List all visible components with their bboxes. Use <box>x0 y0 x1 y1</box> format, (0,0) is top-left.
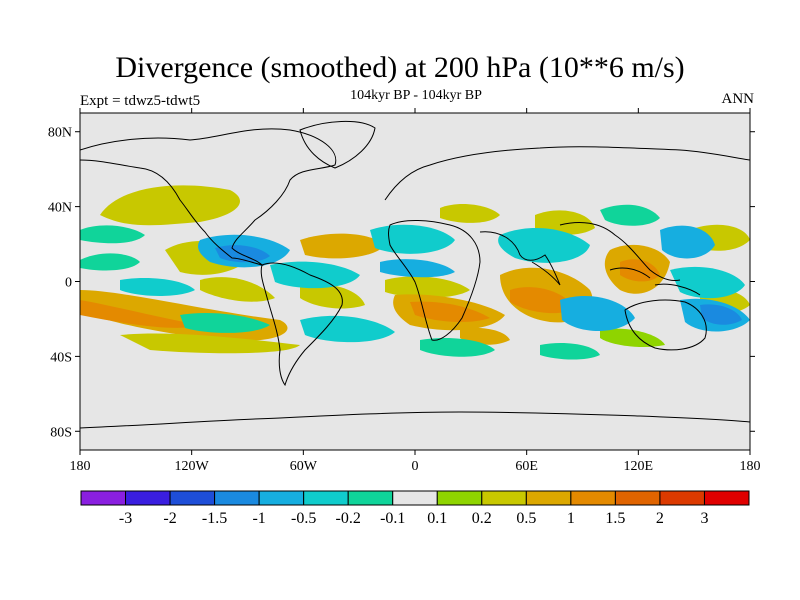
divergence-area <box>180 313 270 333</box>
colorbar-swatch <box>614 490 661 506</box>
map-title: Divergence (smoothed) at 200 hPa (10**6 … <box>115 51 685 84</box>
colorbar-swatch <box>525 490 572 506</box>
divergence-area <box>535 210 595 235</box>
colorbar-swatch <box>570 490 616 506</box>
divergence-area <box>620 259 660 282</box>
colorbar-label: -0.5 <box>291 510 316 527</box>
divergence-area <box>510 287 575 314</box>
divergence-area <box>120 278 195 296</box>
coastline-southeast-asia <box>559 222 681 281</box>
colorbar-swatch <box>659 490 705 506</box>
colorbar-swatch <box>703 490 750 506</box>
divergence-area <box>440 204 500 223</box>
divergence-area <box>420 338 495 357</box>
colorbar-label: 1.5 <box>605 510 625 527</box>
divergence-area <box>120 333 300 354</box>
divergence-area <box>100 185 240 226</box>
divergence-area <box>300 283 365 309</box>
divergence-area <box>385 276 470 298</box>
divergence-area <box>670 266 745 299</box>
latitude-axis: 80N 40N 0 40S 80S <box>48 126 755 440</box>
coastline-indonesia <box>609 267 701 296</box>
longitude-axis: 180 120W 60W 0 60E 120E 180 <box>70 108 761 474</box>
coastline-greenland <box>299 120 376 169</box>
coastlines <box>80 120 750 429</box>
divergence-area <box>215 245 270 263</box>
divergence-area <box>300 233 385 259</box>
lon-tick-label: 60W <box>290 459 318 474</box>
divergence-area <box>498 227 590 263</box>
lat-tick-label: 40S <box>50 350 72 365</box>
map-subtitle: 104kyr BP - 104kyr BP <box>350 88 482 103</box>
coastline-africa <box>388 220 481 341</box>
colorbar-swatch <box>436 490 483 506</box>
season-label: ANN <box>721 91 755 107</box>
coastline-australia <box>624 299 707 351</box>
colorbar-swatch <box>303 490 349 506</box>
lon-tick-label: 120E <box>624 459 654 474</box>
colorbar-label: 0.5 <box>516 510 536 527</box>
divergence-area <box>600 204 660 226</box>
divergence-area <box>540 343 600 360</box>
coastline-antarctica <box>80 411 750 429</box>
colorbar-label: -0.2 <box>336 510 361 527</box>
divergence-area <box>80 225 145 244</box>
coastline-europe-asia <box>384 146 750 201</box>
colorbar-label: -3 <box>119 510 132 527</box>
divergence-area <box>200 277 275 302</box>
colorbar-swatch <box>214 490 260 506</box>
colorbar-swatch <box>392 490 438 506</box>
colorbar-label: -2 <box>163 510 176 527</box>
divergence-field <box>80 120 750 429</box>
divergence-area <box>660 225 715 259</box>
lat-tick-label: 40N <box>48 201 72 216</box>
divergence-area <box>80 253 140 271</box>
lat-tick-label: 0 <box>65 276 72 291</box>
colorbar-swatch <box>169 490 216 506</box>
lon-tick-label: 120W <box>175 459 210 474</box>
lat-tick-label: 80N <box>48 126 72 141</box>
divergence-area <box>600 328 665 348</box>
colorbar-label: 0.1 <box>427 510 447 527</box>
colorbar-label: -1.5 <box>202 510 227 527</box>
colorbar-label: 1 <box>567 510 575 527</box>
divergence-area <box>300 315 395 343</box>
divergence-area <box>410 301 490 322</box>
colorbar-label: 3 <box>700 510 708 527</box>
lon-tick-label: 60E <box>515 459 538 474</box>
coastline-south-america <box>260 262 343 387</box>
colorbar-swatch <box>80 490 127 506</box>
colorbar-label: 2 <box>656 510 664 527</box>
divergence-area <box>560 296 635 332</box>
experiment-label: Expt = tdwz5-tdwt5 <box>80 93 201 109</box>
colorbar-swatch <box>125 490 171 506</box>
lon-tick-label: 0 <box>412 459 419 474</box>
colorbar-swatch <box>347 490 394 506</box>
divergence-area <box>270 261 360 289</box>
divergence-area <box>380 259 455 278</box>
colorbar-label: -0.1 <box>380 510 405 527</box>
divergence-area <box>700 304 742 325</box>
negative-divergence-areas <box>80 204 750 360</box>
coastline-arabia-india <box>479 231 561 286</box>
lon-tick-label: 180 <box>70 459 91 474</box>
colorbar-swatch <box>481 490 527 506</box>
lat-tick-label: 80S <box>50 425 72 440</box>
colorbar-label: 0.2 <box>472 510 492 527</box>
divergence-area <box>80 300 200 328</box>
colorbar: -3 -2 -1.5 -1 -0.5 -0.2 -0.1 0.1 0.2 0.5 1 1.5 2 3 <box>80 490 750 527</box>
divergence-area <box>460 328 510 345</box>
colorbar-swatch <box>258 490 305 506</box>
colorbar-label: -1 <box>252 510 265 527</box>
lon-tick-label: 180 <box>740 459 761 474</box>
coastline-north-america <box>80 128 337 266</box>
